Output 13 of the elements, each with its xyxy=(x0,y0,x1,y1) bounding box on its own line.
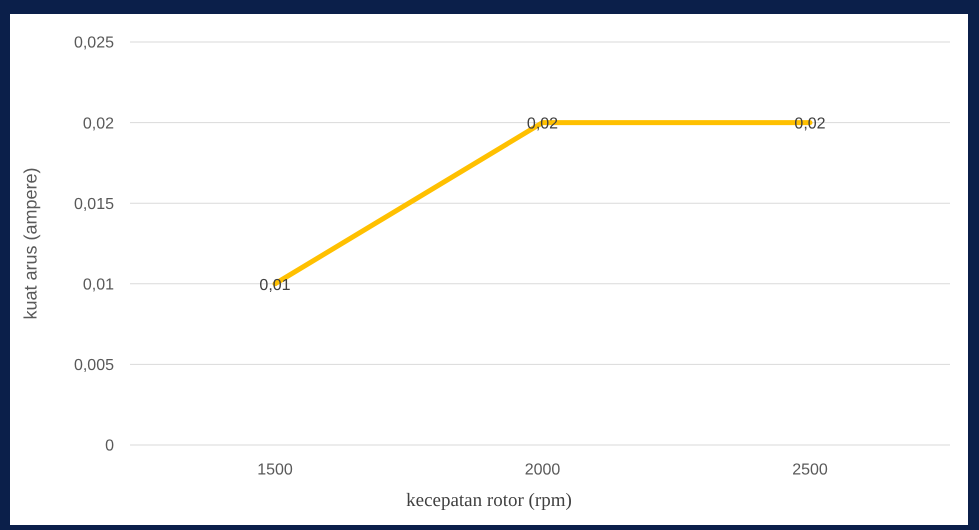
x-axis-title: kecepatan rotor (rpm) xyxy=(405,490,573,512)
data-label: 0,02 xyxy=(794,116,826,133)
y-tick-label: 0,005 xyxy=(74,357,114,374)
y-axis-title: kuat arus (ampere) xyxy=(20,167,40,320)
data-label: 0,01 xyxy=(259,276,291,294)
y-tick-label: 0,01 xyxy=(82,276,114,294)
y-tick-label: 0,025 xyxy=(74,34,114,52)
x-tick-label: 1500 xyxy=(257,461,293,478)
y-tick-label: 0,02 xyxy=(82,115,114,132)
x-tick-label: 2000 xyxy=(524,461,560,478)
y-tick-label: 0,015 xyxy=(74,196,114,213)
x-tick-label: 2500 xyxy=(792,461,828,478)
y-tick-label: 0 xyxy=(105,438,114,455)
